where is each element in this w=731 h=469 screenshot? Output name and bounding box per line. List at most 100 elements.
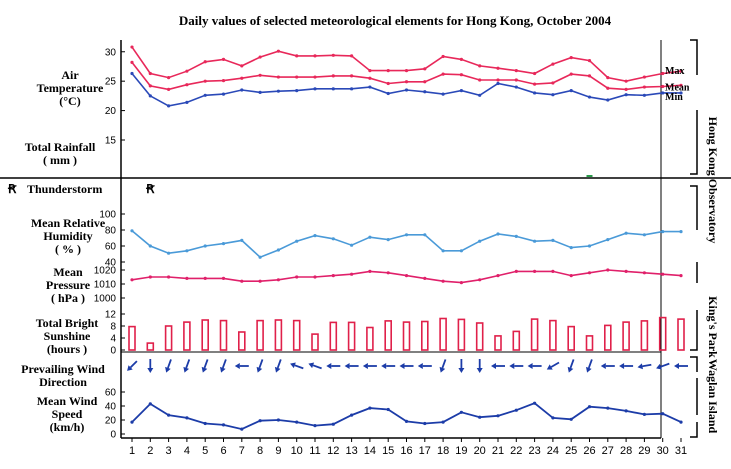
wind-speed-line-point [203,421,207,426]
humidity-line-point [350,243,354,247]
temperature-min-line-point [130,71,134,76]
station-bracket [690,356,698,438]
thunderstorm-label: Ꞧ Thunderstorm [7,182,102,196]
humidity-line-point [331,237,335,241]
temperature-max-line-point [368,68,372,73]
humidity-line-point [404,233,409,237]
station-label-waglan: Waglan Island [706,359,720,434]
humidity-line-point [368,235,372,239]
humidity-label-line: Humidity [43,229,92,243]
x-tick-label: 20 [474,445,486,457]
temperature-max-line-point [459,57,463,62]
pressure-line-point [148,275,152,279]
rainfall-label-line: Total Rainfall [25,140,96,154]
wind-speed-label-line: Speed [52,407,83,421]
wind-direction-arrow [569,359,575,369]
wind-direction-arrow-head [439,366,446,373]
temperature-mean-line-point [148,84,152,88]
wind-speed-line-point [533,401,537,405]
pressure-label: Mean Pressure ( hPa ) [46,265,91,305]
wind-direction-arrow-head [491,363,496,369]
humidity-line-point [551,238,555,242]
wind-direction-arrow-head [362,363,368,369]
pressure-line-point [386,271,390,275]
temperature-mean-line-point [368,76,372,80]
x-tick-label: 3 [166,445,172,457]
pressure-line-point [185,276,189,280]
temperature-max-line-point [514,68,518,73]
sunshine-bar [219,319,228,351]
wind-direction-arrow [185,359,191,369]
wind-speed-line [131,402,682,431]
temperature-min-line-point [661,91,665,95]
sunshine-bar [164,325,173,351]
pressure-line-point [624,269,628,273]
temperature-min-line-point [350,87,354,91]
temperature-min-line-point [313,87,317,91]
humidity-line-point [587,244,592,248]
humidity-line-point [203,244,207,248]
temperature-min-line-point [459,88,463,93]
sunshine-bar [420,320,429,351]
wind-direction-arrow [276,359,282,369]
sunshine-bar [622,321,630,351]
sunshine-bar [128,325,136,351]
wind-direction-arrow [550,361,560,368]
temperature-mean-line-point [624,87,628,92]
humidity-line-point [167,251,171,255]
pressure-line-point [496,274,500,278]
pressure-line-point [221,276,226,280]
x-tick-label: 31 [675,445,687,457]
x-tick-label: 22 [510,445,522,457]
temperature-mean-line-point [478,78,482,82]
temperature-max-line-point [551,62,555,66]
temperature-min-line-point [240,88,244,92]
sunshine-bar [640,320,649,351]
temperature-mean-line-point [404,80,409,84]
temperature-min-line-point [276,89,280,93]
sunshine-bar [530,318,539,351]
wind-direction-arrow-head [183,366,189,373]
temperature-min-line-point [423,90,427,94]
wind-direction-arrow-head [417,363,423,369]
temperature-mean-line [131,61,682,91]
pressure-line-point [404,274,409,278]
temperature-min-line-point [386,91,390,96]
wind-direction-arrow [587,359,593,369]
pressure-line-point [587,271,592,275]
sunshine-y-tick-label: 8 [110,322,116,333]
temperature-max-line-point [258,55,262,59]
x-tick-label: 25 [565,445,577,457]
rainfall-label-line: ( mm ) [43,153,77,167]
wind-speed-line-point [459,410,463,414]
wind-direction-arrow [642,363,652,368]
thunderstorm-legend-symbol: Ꞧ [7,182,17,196]
x-tick-label: 30 [657,445,669,457]
temperature-max-line-point [642,75,647,79]
temperature-mean-line-point [386,81,390,86]
sunshine-bar [402,321,411,351]
temperature-max-line-point [331,53,335,57]
temperature-max-line-point [350,54,354,58]
sunshine-label-line: (hours ) [47,342,87,356]
humidity-line-point [606,238,610,242]
wind-direction-arrow-head [127,365,133,371]
humidity-label-line: ( % ) [55,242,81,256]
x-tick-label: 11 [309,445,320,457]
humidity-line-point [276,248,280,252]
temperature-max-line-point [569,56,573,60]
humidity-line-point [478,239,482,243]
sunshine-bar [274,319,283,351]
wind-speed-label: Mean Wind Speed (km/h) [37,394,98,434]
wind-direction-arrow [203,359,209,369]
temperature-min-line-point [624,93,628,97]
x-tick-label: 17 [419,445,431,457]
wind-direction-arrow-head [586,366,592,373]
sunshine-bar [183,321,191,351]
wind-speed-line-point [167,413,171,417]
humidity-line-point [258,255,262,259]
wind-direction-arrow-head [509,363,515,369]
pressure-line-point [514,269,518,273]
x-tick-label: 21 [492,445,504,457]
wind-direction-arrow-head [476,368,483,373]
